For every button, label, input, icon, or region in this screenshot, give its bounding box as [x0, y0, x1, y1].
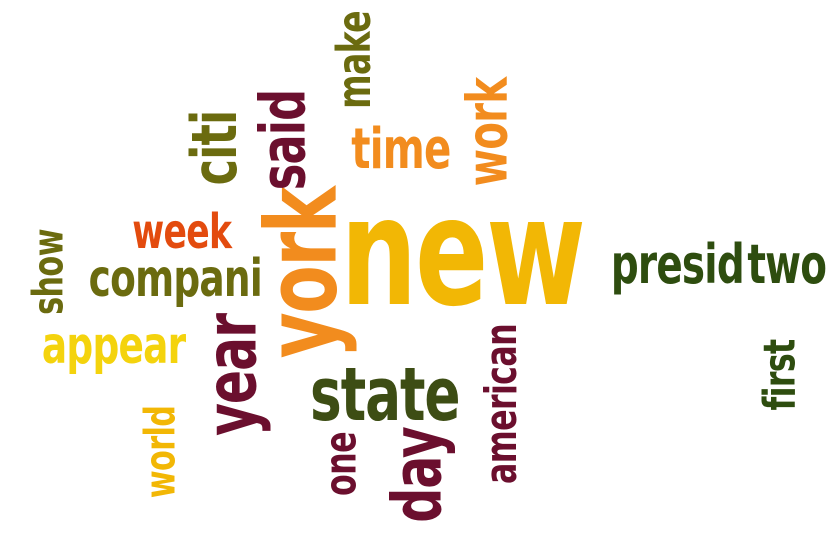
- word-work: work: [454, 77, 520, 187]
- word-make: make: [326, 11, 381, 109]
- word-first: first: [753, 339, 805, 411]
- word-two: two: [747, 233, 827, 296]
- word-citi: citi: [177, 110, 251, 186]
- word-world: world: [134, 405, 184, 499]
- word-week: week: [132, 204, 232, 260]
- word-presid: presid: [610, 233, 744, 296]
- word-day: day: [377, 427, 457, 523]
- word-one: one: [314, 432, 366, 496]
- word-show: show: [23, 229, 73, 315]
- word-new: new: [340, 166, 586, 340]
- word-time: time: [351, 117, 451, 182]
- word-state: state: [310, 352, 460, 438]
- word-year: year: [190, 314, 273, 436]
- word-compani: compani: [88, 249, 262, 309]
- word-appear: appear: [41, 316, 185, 376]
- word-american: american: [476, 323, 528, 485]
- word-said: said: [246, 89, 320, 191]
